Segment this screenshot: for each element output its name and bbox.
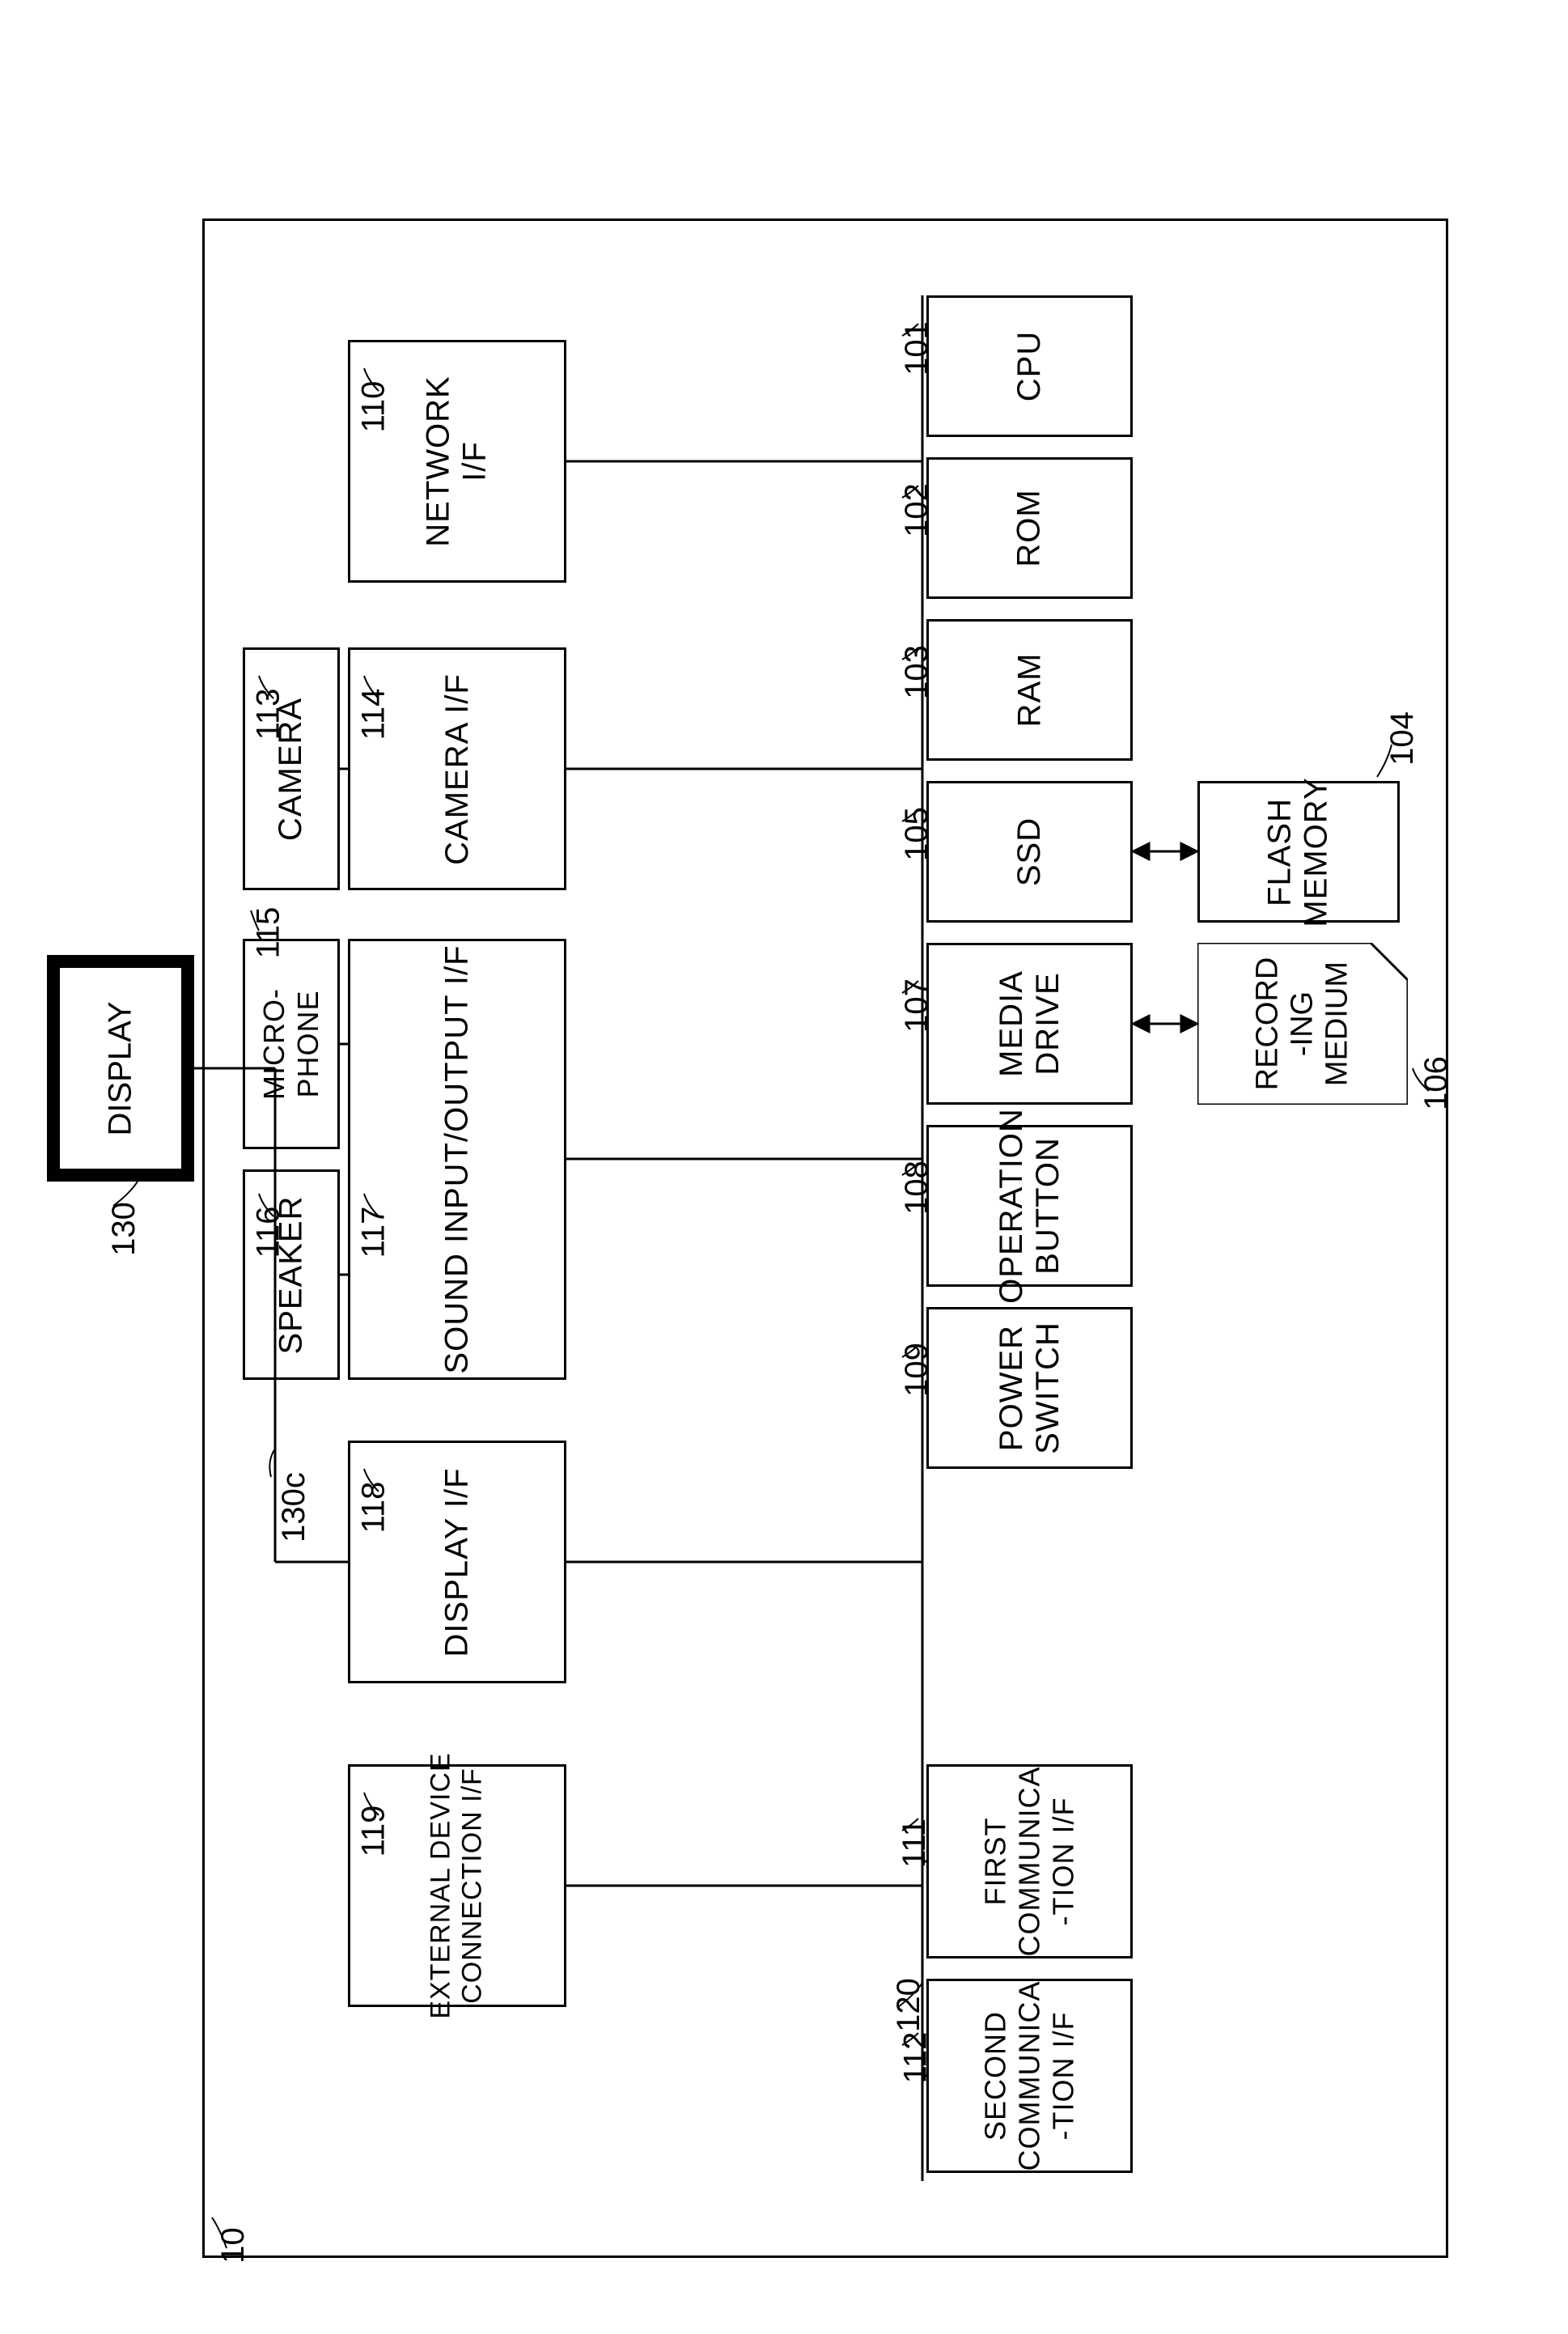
media-drive-block: MEDIA DRIVE [926,943,1133,1105]
operation-button-block: OPERATION BUTTON [926,1125,1133,1287]
ref-111: 111 [896,1818,933,1868]
ref-116: 116 [250,1207,286,1258]
ref-106: 106 [1418,1056,1455,1110]
ref-103: 103 [899,645,935,699]
ref-104: 104 [1384,711,1421,766]
rom-block: ROM [926,457,1133,599]
ext-dev-if-block: EXTERNAL DEVICE CONNECTION I/F [348,1764,566,2007]
ref-112: 112 [897,2032,934,2084]
ram-block: RAM [926,619,1133,761]
cpu-block: CPU [926,295,1133,437]
ref-107: 107 [899,978,935,1033]
comm2-block: SECOND COMMUNICA -TION I/F [926,1979,1133,2173]
speaker-block: SPEAKER [243,1169,340,1380]
display-if-block: DISPLAY I/F [348,1441,566,1683]
ref-110: 110 [355,381,392,433]
ref-108: 108 [899,1161,935,1215]
ref-130c: 130c [276,1472,312,1543]
ref-109: 109 [899,1343,935,1397]
recording-medium-block: RECORD -ING MEDIUM [1197,943,1408,1105]
ssd-block: SSD [926,781,1133,923]
ref-101: 101 [899,321,935,376]
camera-block: CAMERA [243,647,340,890]
ref-120: 120 [891,1978,927,2032]
ref-130: 130 [106,1202,142,1256]
camera-if-block: CAMERA I/F [348,647,566,890]
power-switch-block: POWER SWITCH [926,1307,1133,1469]
comm1-block: FIRST COMMUNICA -TION I/F [926,1764,1133,1958]
display-label: DISPLAY [103,1001,139,1135]
ref-118: 118 [355,1482,392,1534]
ref-119: 119 [355,1806,392,1857]
sound-if-block: SOUND INPUT/OUTPUT I/F [348,939,566,1380]
flash-memory-block: FLASH MEMORY [1197,781,1400,923]
ref-113: 113 [250,689,286,741]
ref-10: 10 [215,2227,252,2264]
ref-114: 114 [355,689,392,741]
ref-102: 102 [899,483,935,537]
ref-105: 105 [899,807,935,861]
network-if-block: NETWORK I/F [348,340,566,583]
microphone-block: MICRO- PHONE [243,939,340,1149]
ref-115: 115 [250,907,286,959]
ref-117: 117 [355,1207,392,1258]
display-block: DISPLAY [47,955,194,1182]
